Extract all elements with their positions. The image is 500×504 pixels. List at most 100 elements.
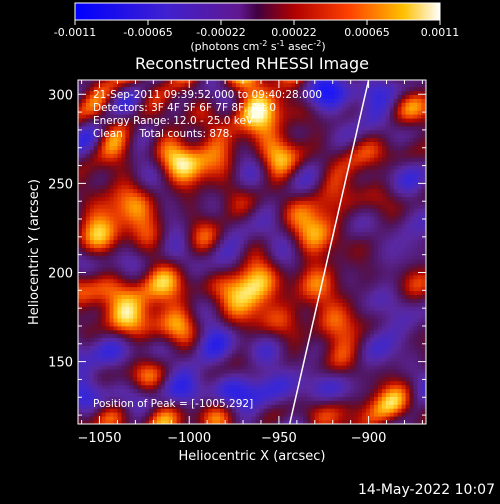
heatmap-cell <box>236 283 240 287</box>
heatmap-cell <box>267 306 271 310</box>
heatmap-cell <box>125 334 129 338</box>
heatmap-cell <box>114 310 118 314</box>
heatmap-cell <box>78 330 82 334</box>
heatmap-cell <box>117 177 121 181</box>
heatmap-cell <box>161 224 165 228</box>
heatmap-cell <box>208 306 212 310</box>
heatmap-cell <box>244 220 248 224</box>
heatmap-cell <box>78 197 82 201</box>
heatmap-cell <box>121 263 125 267</box>
heatmap-cell <box>287 322 291 326</box>
heatmap-cell <box>283 389 287 393</box>
heatmap-cell <box>212 173 216 177</box>
heatmap-cell <box>204 369 208 373</box>
heatmap-cell <box>110 200 114 204</box>
heatmap-cell <box>232 299 236 303</box>
heatmap-cell <box>291 295 295 299</box>
heatmap-cell <box>279 236 283 240</box>
heatmap-cell <box>185 181 189 185</box>
heatmap-cell <box>121 232 125 236</box>
heatmap-cell <box>279 251 283 255</box>
heatmap-cell <box>295 357 299 361</box>
heatmap-cell <box>200 369 204 373</box>
heatmap-cell <box>86 408 90 412</box>
heatmap-cell <box>228 322 232 326</box>
heatmap-cell <box>287 251 291 255</box>
heatmap-cell <box>137 232 141 236</box>
heatmap-cell <box>110 338 114 342</box>
heatmap-cell <box>106 350 110 354</box>
heatmap-cell <box>149 338 153 342</box>
heatmap-cell <box>240 271 244 275</box>
heatmap-cell <box>94 338 98 342</box>
heatmap-cell <box>94 255 98 259</box>
heatmap-cell <box>295 102 299 106</box>
heatmap-cell <box>125 365 129 369</box>
heatmap-cell <box>185 232 189 236</box>
heatmap-cell <box>216 244 220 248</box>
heatmap-cell <box>295 126 299 130</box>
heatmap-cell <box>224 385 228 389</box>
heatmap-cell <box>177 193 181 197</box>
heatmap-cell <box>114 381 118 385</box>
heatmap-cell <box>94 153 98 157</box>
heatmap-cell <box>157 185 161 189</box>
heatmap-cell <box>287 361 291 365</box>
heatmap-cell <box>228 291 232 295</box>
heatmap-cell <box>133 153 137 157</box>
heatmap-cell <box>271 126 275 130</box>
heatmap-cell <box>177 385 181 389</box>
heatmap-cell <box>185 236 189 240</box>
heatmap-cell <box>114 251 118 255</box>
heatmap-cell <box>212 161 216 165</box>
heatmap-cell <box>181 357 185 361</box>
heatmap-cell <box>153 228 157 232</box>
heatmap-cell <box>283 357 287 361</box>
heatmap-cell <box>185 251 189 255</box>
heatmap-cell <box>102 291 106 295</box>
heatmap-cell <box>145 150 149 154</box>
heatmap-cell <box>137 365 141 369</box>
heatmap-cell <box>157 232 161 236</box>
heatmap-cell <box>78 95 82 99</box>
heatmap-cell <box>106 346 110 350</box>
heatmap-cell <box>271 224 275 228</box>
heatmap-cell <box>240 299 244 303</box>
heatmap-cell <box>161 173 165 177</box>
heatmap-cell <box>279 408 283 412</box>
heatmap-cell <box>90 181 94 185</box>
heatmap-cell <box>236 212 240 216</box>
heatmap-cell <box>228 271 232 275</box>
heatmap-cell <box>161 275 165 279</box>
heatmap-cell <box>161 412 165 416</box>
heatmap-cell <box>260 248 264 252</box>
heatmap-cell <box>275 189 279 193</box>
heatmap-cell <box>110 416 114 420</box>
colorbar-label: (photons cm-2 s-1 asec-2) <box>190 39 325 53</box>
heatmap-cell <box>90 326 94 330</box>
heatmap-cell <box>102 216 106 220</box>
heatmap-cell <box>129 189 133 193</box>
heatmap-cell <box>212 350 216 354</box>
heatmap-cell <box>102 177 106 181</box>
heatmap-cell <box>98 224 102 228</box>
heatmap-cell <box>157 346 161 350</box>
heatmap-cell <box>133 232 137 236</box>
heatmap-cell <box>102 346 106 350</box>
heatmap-cell <box>121 279 125 283</box>
heatmap-cell <box>252 248 256 252</box>
heatmap-cell <box>141 377 145 381</box>
heatmap-cell <box>78 259 82 263</box>
heatmap-cell <box>244 271 248 275</box>
heatmap-cell <box>248 326 252 330</box>
heatmap-cell <box>256 142 260 146</box>
heatmap-cell <box>106 150 110 154</box>
heatmap-cell <box>196 287 200 291</box>
heatmap-cell <box>220 263 224 267</box>
heatmap-cell <box>153 220 157 224</box>
heatmap-cell <box>98 389 102 393</box>
heatmap-cell <box>192 353 196 357</box>
heatmap-cell <box>224 381 228 385</box>
heatmap-cell <box>165 334 169 338</box>
heatmap-cell <box>271 291 275 295</box>
